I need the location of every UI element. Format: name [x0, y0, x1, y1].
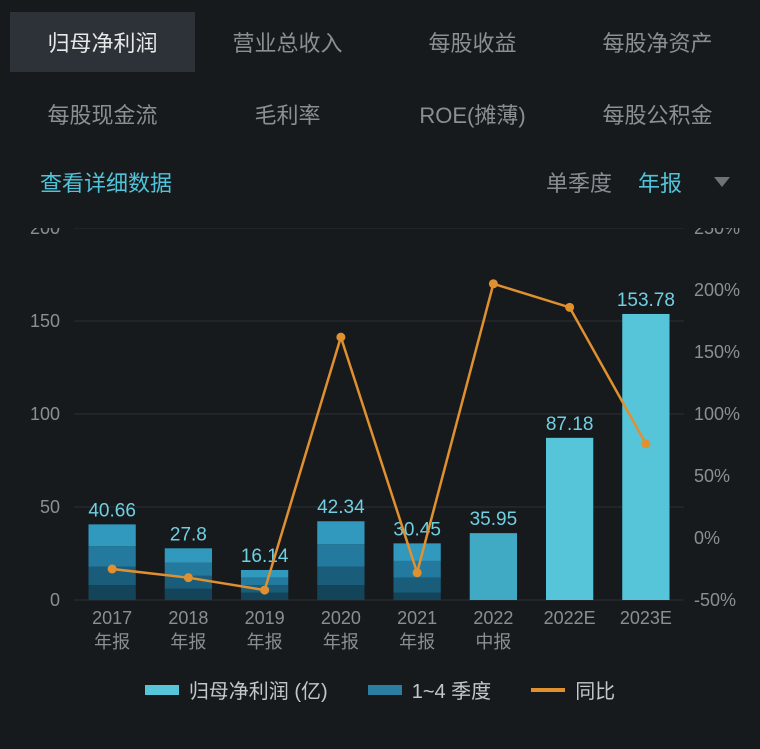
tab-row2-0[interactable]: 每股现金流	[10, 84, 195, 144]
tab-row2-1[interactable]: 毛利率	[195, 84, 380, 144]
svg-text:100%: 100%	[694, 404, 740, 424]
svg-text:年报: 年报	[323, 632, 359, 652]
svg-text:0%: 0%	[694, 528, 720, 548]
tab-row1-1[interactable]: 营业总收入	[195, 12, 380, 72]
legend-bar-solid-label: 归母净利润 (亿)	[189, 675, 328, 704]
svg-text:年报: 年报	[170, 632, 206, 652]
legend-bar-q-label: 1~4 季度	[412, 675, 491, 704]
tab-row1-3[interactable]: 每股净资产	[565, 12, 750, 72]
svg-text:87.18: 87.18	[546, 414, 594, 435]
svg-text:2023E: 2023E	[620, 608, 672, 628]
svg-text:-50%: -50%	[694, 590, 736, 610]
svg-text:200: 200	[30, 228, 60, 238]
svg-text:250%: 250%	[694, 228, 740, 238]
svg-text:27.8: 27.8	[170, 524, 207, 545]
svg-text:150%: 150%	[694, 342, 740, 362]
svg-text:50: 50	[40, 497, 60, 517]
svg-text:42.34: 42.34	[317, 497, 365, 518]
svg-text:2020: 2020	[321, 608, 361, 628]
svg-text:年报: 年报	[94, 632, 130, 652]
detail-link[interactable]: 查看详细数据	[40, 166, 172, 198]
controls-bar: 查看详细数据 单季度 年报	[0, 144, 760, 210]
svg-text:2019: 2019	[245, 608, 285, 628]
svg-text:2017: 2017	[92, 608, 132, 628]
chart-container: 0 50 100 150 200 -50% 0% 50% 100% 150% 200% 250% 40.…	[0, 210, 760, 663]
svg-text:40.66: 40.66	[88, 500, 136, 521]
svg-text:16.14: 16.14	[241, 546, 289, 567]
tabs-row-1: 归母净利润营业总收入每股收益每股净资产	[0, 0, 760, 72]
tab-row1-2[interactable]: 每股收益	[380, 12, 565, 72]
tabs-row-2: 每股现金流毛利率ROE(摊薄)每股公积金	[0, 72, 760, 144]
svg-text:153.78: 153.78	[617, 290, 675, 311]
legend-line-label: 同比	[575, 675, 615, 704]
svg-text:2018: 2018	[168, 608, 208, 628]
chevron-down-icon[interactable]	[714, 177, 730, 187]
svg-text:2022: 2022	[473, 608, 513, 628]
legend-bar-solid: 归母净利润 (亿)	[145, 675, 328, 704]
period-quarter[interactable]: 单季度	[546, 166, 612, 198]
tab-row2-3[interactable]: 每股公积金	[565, 84, 750, 144]
period-group[interactable]: 单季度 年报	[546, 166, 730, 198]
svg-text:150: 150	[30, 311, 60, 331]
svg-text:中报: 中报	[475, 632, 511, 652]
svg-text:100: 100	[30, 404, 60, 424]
svg-text:50%: 50%	[694, 466, 730, 486]
profit-chart: 0 50 100 150 200 -50% 0% 50% 100% 150% 200% 250% 40.…	[14, 228, 746, 658]
svg-text:35.95: 35.95	[470, 509, 518, 530]
tab-row2-2[interactable]: ROE(摊薄)	[380, 84, 565, 144]
svg-text:0: 0	[50, 590, 60, 610]
tab-row1-0[interactable]: 归母净利润	[10, 12, 195, 72]
legend: 归母净利润 (亿) 1~4 季度 同比	[0, 663, 760, 704]
svg-text:200%: 200%	[694, 280, 740, 300]
legend-line: 同比	[531, 675, 615, 704]
legend-bar-quarter: 1~4 季度	[368, 675, 491, 704]
svg-text:2022E: 2022E	[544, 608, 596, 628]
svg-text:年报: 年报	[399, 632, 435, 652]
period-annual[interactable]: 年报	[638, 166, 682, 198]
svg-text:年报: 年报	[247, 632, 283, 652]
svg-text:2021: 2021	[397, 608, 437, 628]
